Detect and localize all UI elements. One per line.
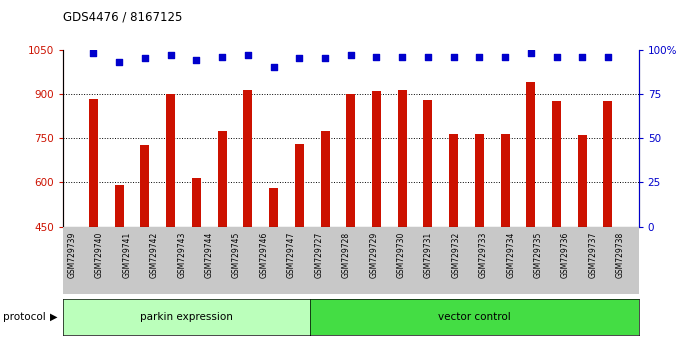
Bar: [578, 135, 587, 227]
Point: [551, 54, 562, 59]
Text: GSM729734: GSM729734: [506, 232, 515, 278]
Bar: [166, 94, 175, 227]
Point: [140, 56, 151, 61]
Point: [216, 54, 228, 59]
Bar: [552, 101, 561, 227]
Point: [88, 50, 99, 56]
Text: GDS4476 / 8167125: GDS4476 / 8167125: [63, 11, 182, 24]
Bar: [89, 99, 98, 227]
Bar: [218, 131, 227, 227]
Point: [500, 54, 511, 59]
Point: [268, 64, 279, 70]
Point: [320, 56, 331, 61]
Text: GSM729739: GSM729739: [68, 232, 77, 278]
Text: GSM729729: GSM729729: [369, 232, 378, 278]
Text: GSM729732: GSM729732: [452, 232, 461, 278]
Text: protocol: protocol: [3, 312, 46, 322]
Bar: [269, 188, 278, 227]
Point: [114, 59, 125, 65]
Point: [448, 54, 459, 59]
Bar: [372, 91, 381, 227]
Point: [577, 54, 588, 59]
Bar: [449, 133, 458, 227]
Bar: [346, 95, 355, 227]
Text: parkin expression: parkin expression: [140, 312, 232, 322]
Text: ▶: ▶: [50, 312, 58, 322]
Point: [191, 57, 202, 63]
Bar: [140, 145, 149, 227]
Text: GSM729735: GSM729735: [534, 232, 542, 278]
Bar: [500, 133, 510, 227]
Point: [474, 54, 485, 59]
Bar: [424, 100, 433, 227]
Bar: [398, 90, 407, 227]
Text: GSM729740: GSM729740: [95, 232, 104, 278]
Point: [525, 50, 536, 56]
Text: vector control: vector control: [438, 312, 510, 322]
Point: [165, 52, 177, 58]
Text: GSM729737: GSM729737: [588, 232, 597, 278]
Bar: [114, 185, 124, 227]
Text: GSM729741: GSM729741: [122, 232, 131, 278]
Text: GSM729747: GSM729747: [287, 232, 296, 278]
Point: [345, 52, 356, 58]
Text: GSM729745: GSM729745: [232, 232, 241, 278]
Bar: [244, 90, 253, 227]
Bar: [320, 131, 329, 227]
Bar: [526, 82, 535, 227]
Text: GSM729746: GSM729746: [260, 232, 269, 278]
Text: GSM729743: GSM729743: [177, 232, 186, 278]
Bar: [604, 101, 613, 227]
Point: [371, 54, 382, 59]
Bar: [295, 144, 304, 227]
Text: GSM729730: GSM729730: [396, 232, 406, 278]
Point: [294, 56, 305, 61]
Bar: [192, 178, 201, 227]
Point: [602, 54, 614, 59]
Text: GSM729731: GSM729731: [424, 232, 433, 278]
Point: [396, 54, 408, 59]
Text: GSM729727: GSM729727: [314, 232, 323, 278]
Text: GSM729728: GSM729728: [342, 232, 350, 278]
Bar: [475, 134, 484, 227]
Point: [422, 54, 433, 59]
Text: GSM729738: GSM729738: [616, 232, 625, 278]
Point: [242, 52, 253, 58]
Text: GSM729744: GSM729744: [205, 232, 214, 278]
Text: GSM729742: GSM729742: [150, 232, 158, 278]
Text: GSM729736: GSM729736: [561, 232, 570, 278]
Text: GSM729733: GSM729733: [479, 232, 488, 278]
